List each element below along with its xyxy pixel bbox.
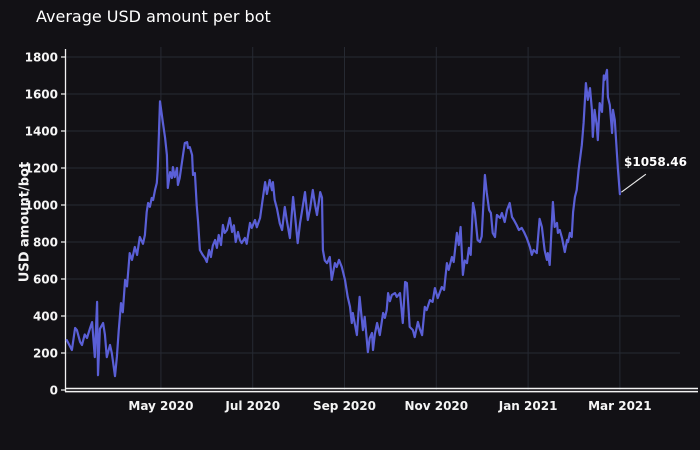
axes: 0 200 400 600 800 1000 1200 1400 1600 1800 May 202…	[25, 49, 698, 413]
y-tick-label: 600	[33, 273, 58, 287]
x-tick-label: May 2020	[128, 399, 193, 413]
x-tick-label: Jul 2020	[224, 399, 280, 413]
y-tick-label: 200	[33, 347, 58, 361]
y-tick-label: 1600	[25, 88, 58, 102]
y-tick-label: 1000	[25, 199, 58, 213]
y-tick-label: 0	[50, 384, 58, 398]
x-tick-label: Sep 2020	[313, 399, 376, 413]
y-tick-label: 1800	[25, 51, 58, 65]
y-tick-label: 800	[33, 236, 58, 250]
y-tick-label: 1200	[25, 162, 58, 176]
x-tick-label: Nov 2020	[404, 399, 468, 413]
x-tick-label: Mar 2021	[588, 399, 652, 413]
chart-title: Average USD amount per bot	[36, 7, 271, 26]
annotation-label: $1058.46	[624, 155, 688, 169]
x-tick-label: Jan 2021	[498, 399, 558, 413]
y-tick-label: 1400	[25, 125, 58, 139]
y-tick-label: 400	[33, 310, 58, 324]
grid-lines	[65, 47, 680, 390]
annotation-pointer	[621, 173, 647, 193]
series-line	[65, 68, 622, 378]
